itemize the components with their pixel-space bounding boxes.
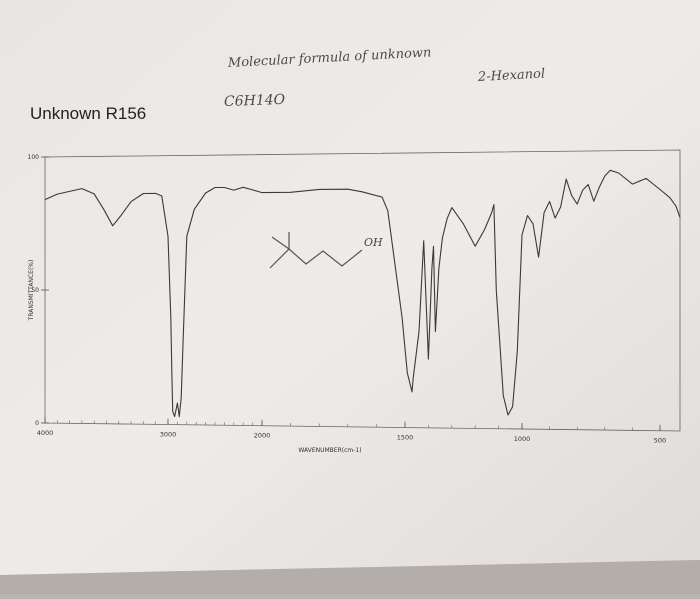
skeletal-structure: OH — [269, 232, 383, 269]
x-tick-label: 2000 — [254, 432, 271, 440]
paper-shadow — [0, 560, 700, 594]
x-tick-label: 1000 — [514, 435, 531, 443]
y-tick-label: 50 — [31, 287, 39, 294]
structure-methyl-tail — [271, 236, 290, 250]
chart-frame — [44, 149, 681, 432]
x-tick-label: 1500 — [397, 434, 414, 442]
x-tick-label: 500 — [654, 437, 666, 445]
spectrum-series-line — [44, 169, 681, 418]
structure-oh-label: OH — [364, 236, 383, 249]
x-axis-label: WAVENUMBER(cm-1) — [298, 447, 361, 454]
chart-title: Unknown R156 — [30, 104, 147, 123]
x-tick-label: 4000 — [37, 429, 54, 437]
spectrum-chart: 4000 3000 2000 1500 1000 500 0 50 100 WAVENUMBER(… — [28, 149, 681, 454]
y-tick-label: 0 — [35, 420, 39, 427]
y-axis-label: TRANSMITTANCE(%) — [28, 260, 35, 322]
paper-sheet — [0, 0, 700, 575]
molecular-formula: C6H14O — [223, 91, 286, 110]
y-tick-label: 100 — [28, 154, 40, 161]
x-tick-label: 3000 — [160, 431, 177, 439]
structure-bonds — [269, 248, 363, 269]
